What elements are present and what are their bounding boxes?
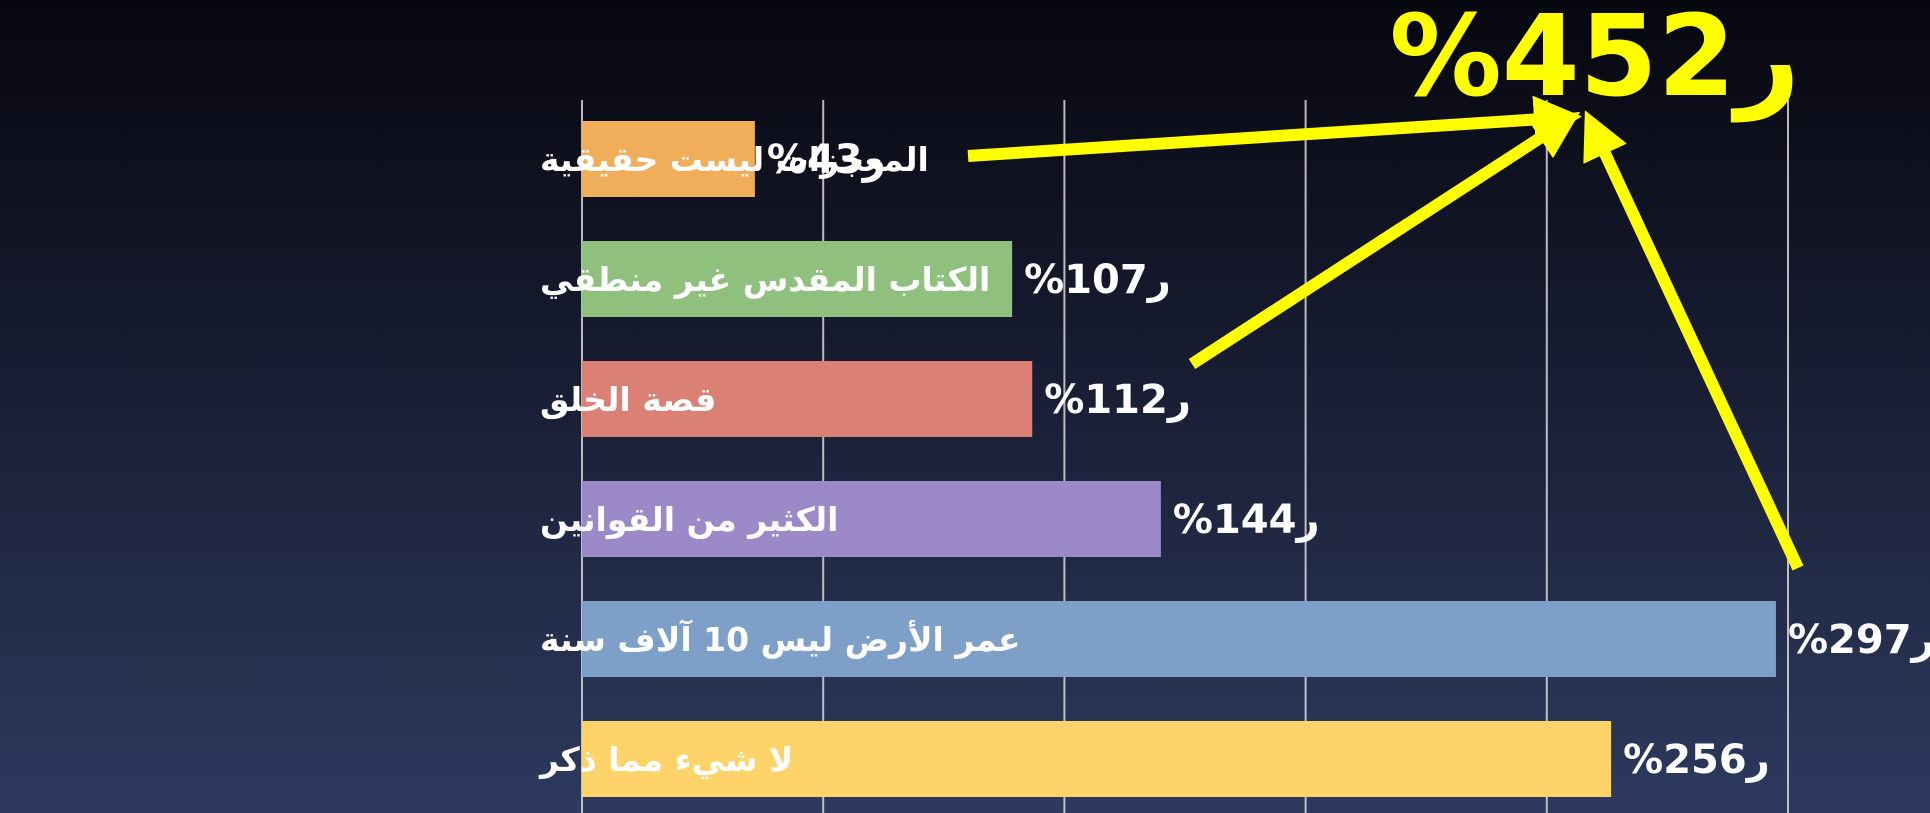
category-label: عمر الأرض ليس 10 آلاف سنة: [540, 619, 1021, 660]
bar: [582, 241, 1013, 317]
value-label: %25ر6: [1623, 737, 1770, 783]
annotation-arrow: [1583, 110, 1804, 571]
bar: [582, 721, 1612, 797]
total-annotation: %45ر2: [1390, 0, 1801, 122]
category-label: الكثير من القوانين: [540, 500, 838, 540]
bar: [582, 481, 1161, 557]
bar: [582, 601, 1776, 677]
value-label: %14ر4: [1173, 497, 1320, 543]
bar: [582, 121, 755, 197]
annotation-arrow: [967, 95, 1582, 162]
value-label: %10ر7: [1024, 257, 1171, 303]
value-label: %29ر7: [1788, 617, 1930, 663]
labels: المعجزات ليست حقيقية%4ر3 الكتاب المقدس غي…: [538, 137, 1930, 783]
bars: [582, 121, 1776, 797]
gridlines: [581, 100, 1789, 813]
category-label: قصة الخلق: [540, 380, 716, 420]
category-label: الكتاب المقدس غير منطقي: [540, 260, 990, 300]
bar: [582, 361, 1033, 437]
category-label: المعجزات ليست حقيقية: [540, 140, 929, 180]
annotation-arrow: [1188, 111, 1581, 370]
value-label: %11ر2: [1044, 377, 1191, 423]
category-label: لا شيء مما ذكر: [538, 740, 793, 780]
annotation: %45ر2: [967, 0, 1804, 571]
value-label: %4ر3: [767, 137, 886, 183]
